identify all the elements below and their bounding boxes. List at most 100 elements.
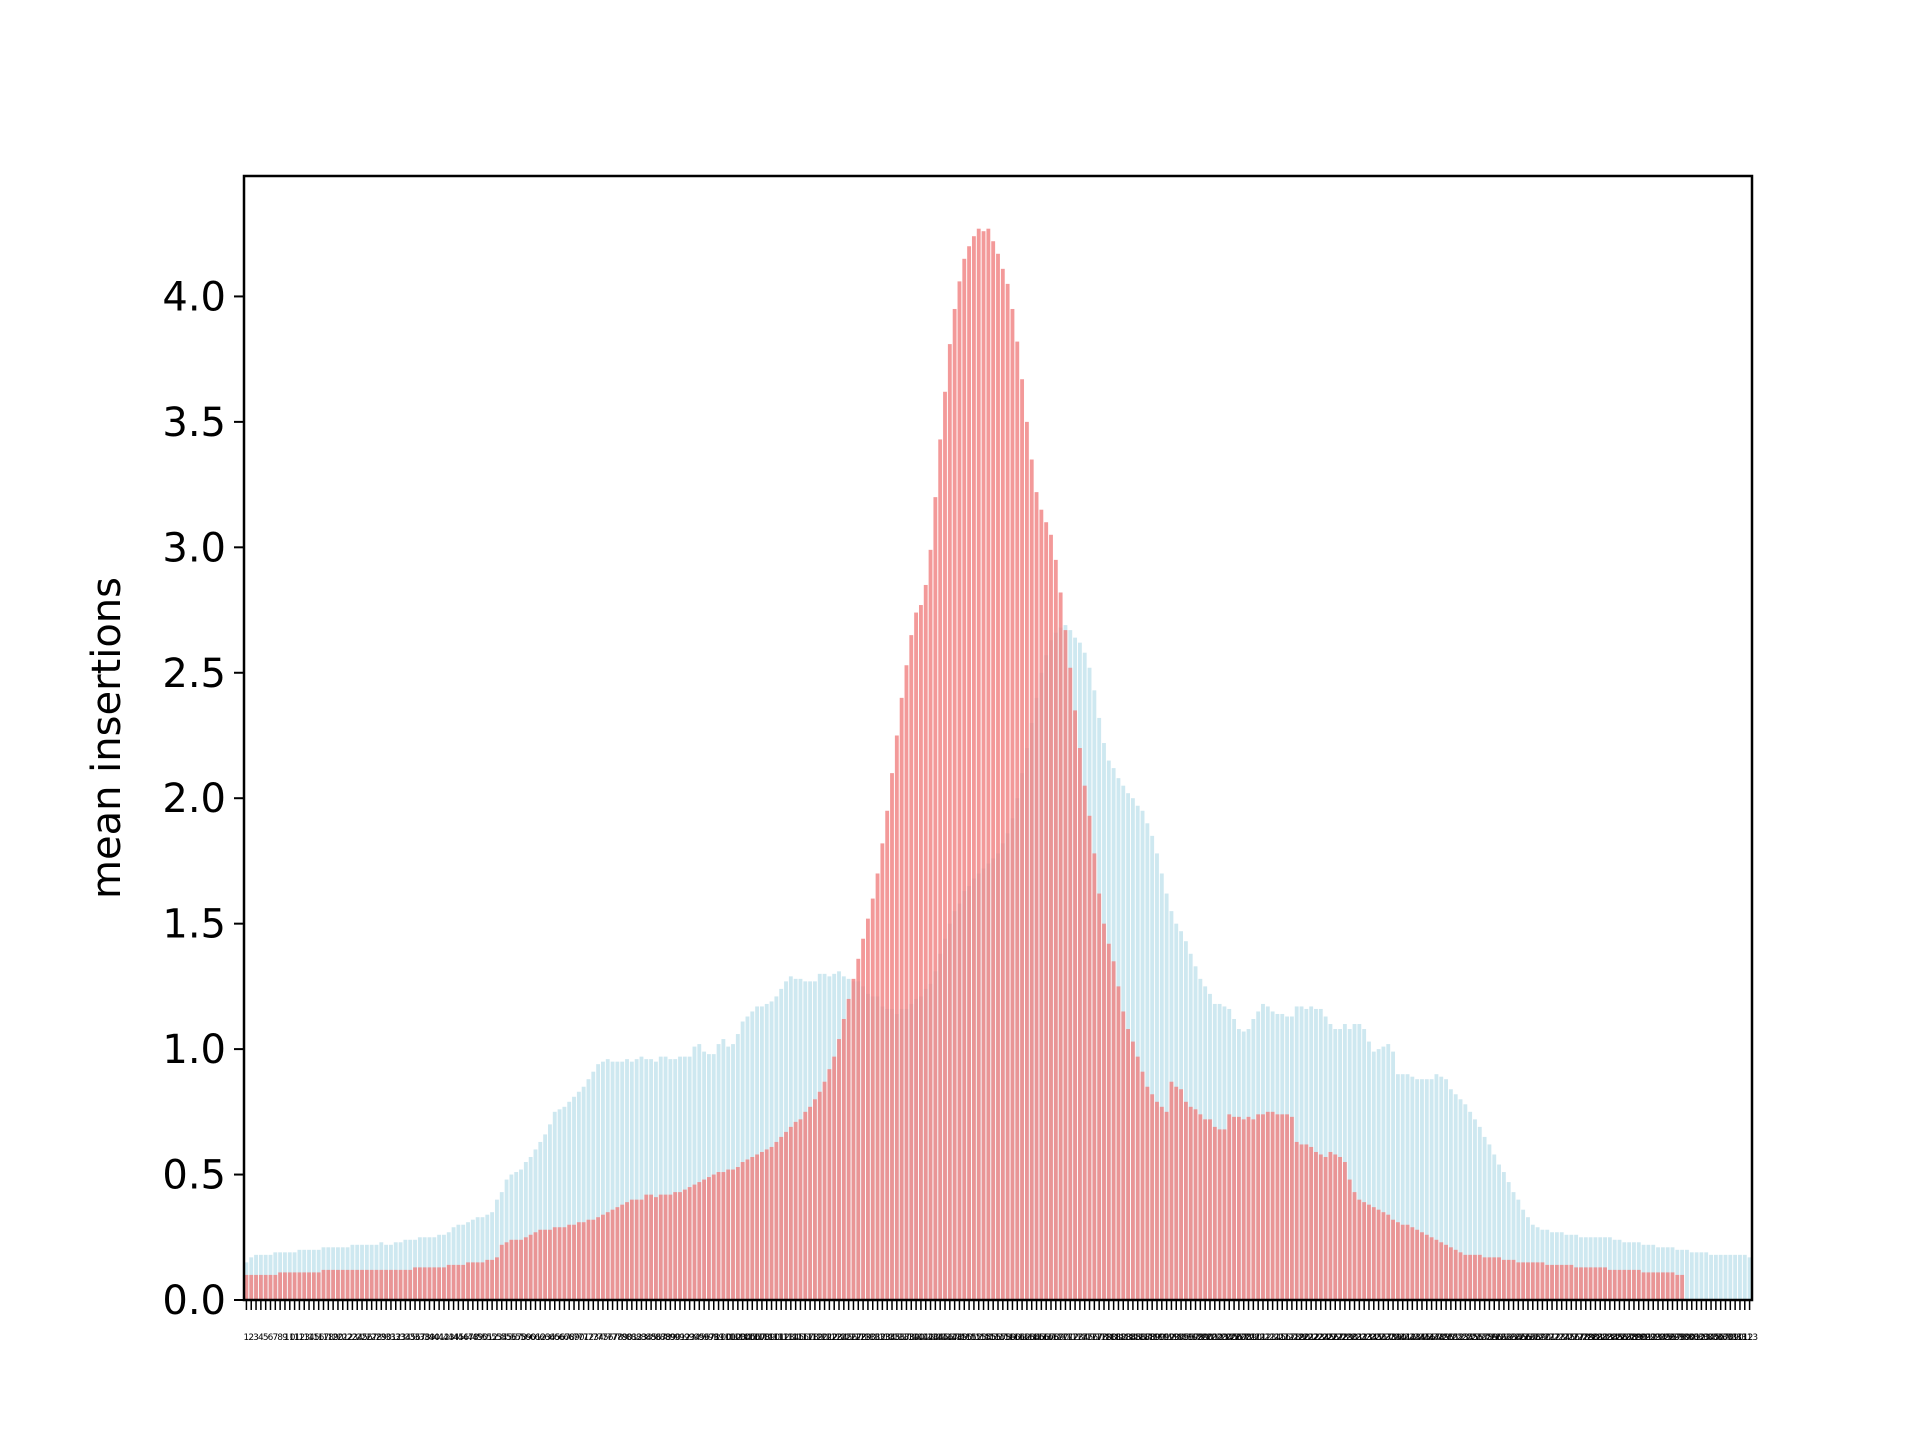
bar — [1164, 893, 1169, 1300]
bar — [1179, 1089, 1183, 1300]
bar — [485, 1214, 490, 1300]
x-tick-label: 28 — [371, 1333, 383, 1343]
x-tick-label: 270 — [1534, 1333, 1551, 1343]
bar — [1203, 1119, 1208, 1300]
bar — [629, 1199, 634, 1300]
bar — [1073, 710, 1078, 1300]
bar — [865, 918, 870, 1300]
bar — [976, 228, 981, 1301]
x-tick-label: 162 — [1013, 1333, 1030, 1343]
x-tick-label: 80 — [621, 1333, 633, 1343]
bar — [297, 1272, 302, 1300]
bar — [1521, 1262, 1526, 1300]
x-tick-label: 133 — [874, 1333, 891, 1343]
x-tick-label: 161 — [1009, 1333, 1026, 1343]
x-tick-label: 145 — [932, 1333, 949, 1343]
bar — [480, 1217, 485, 1300]
bar — [682, 1189, 687, 1300]
x-tick-label: 205 — [1221, 1333, 1238, 1343]
x-tick-label: 60 — [525, 1333, 537, 1343]
bar — [292, 1272, 297, 1300]
x-tick-label: 216 — [1274, 1333, 1291, 1343]
bar — [1376, 1049, 1381, 1300]
x-tick-label: 37 — [414, 1333, 425, 1343]
bar — [1376, 1209, 1381, 1300]
bar — [249, 1274, 254, 1300]
bar — [1545, 1229, 1550, 1300]
bar — [1357, 1199, 1362, 1300]
x-tick-label: 188 — [1139, 1333, 1156, 1343]
x-tick-label: 141 — [912, 1333, 929, 1343]
x-tick-label: 280 — [1582, 1333, 1599, 1343]
bar — [702, 1179, 707, 1300]
x-tick-label: 55 — [501, 1333, 512, 1343]
bar — [340, 1269, 345, 1300]
bar — [692, 1046, 697, 1300]
bar — [591, 1219, 596, 1300]
x-tick-label: 159 — [999, 1333, 1016, 1343]
bar — [1068, 667, 1073, 1300]
bar — [538, 1229, 543, 1300]
x-tick-label: 150 — [956, 1333, 973, 1343]
bar — [793, 1121, 798, 1300]
bar — [938, 439, 943, 1300]
x-tick-label: 90 — [669, 1333, 681, 1343]
bar — [1159, 1106, 1164, 1300]
bar — [1236, 1116, 1241, 1300]
x-tick-label: 222 — [1303, 1333, 1320, 1343]
bar — [1723, 1254, 1728, 1300]
x-tick-label: 177 — [1086, 1333, 1103, 1343]
bar — [1082, 785, 1087, 1300]
bar — [1636, 1269, 1641, 1300]
bar — [1458, 1252, 1463, 1300]
bar — [576, 1091, 581, 1300]
x-tick-label: 223 — [1307, 1333, 1324, 1343]
bar — [654, 1061, 658, 1300]
bar — [1569, 1264, 1574, 1301]
x-tick-label: 115 — [787, 1333, 804, 1343]
bar — [817, 1091, 822, 1300]
x-tick-label: 64 — [544, 1333, 556, 1343]
x-tick-label: 144 — [927, 1333, 944, 1343]
bar — [1106, 943, 1111, 1300]
x-tick-label: 206 — [1225, 1333, 1242, 1343]
bar — [1044, 522, 1049, 1300]
x-tick-label: 106 — [744, 1333, 761, 1343]
bar — [562, 1106, 567, 1300]
x-tick-label: 82 — [631, 1333, 642, 1343]
x-tick-label: 31 — [385, 1333, 396, 1343]
bar — [461, 1224, 466, 1300]
bars-layer — [244, 228, 1752, 1301]
bar — [1603, 1267, 1607, 1300]
x-tick-label: 295 — [1654, 1333, 1671, 1343]
x-tick-label: 208 — [1235, 1333, 1252, 1343]
bar — [634, 1059, 639, 1300]
bar — [1473, 1254, 1477, 1300]
bar — [1130, 1041, 1135, 1300]
x-tick-label: 256 — [1466, 1333, 1483, 1343]
x-tick-label: 83 — [636, 1333, 647, 1343]
bar — [278, 1272, 283, 1300]
bar — [1453, 1094, 1458, 1300]
bar — [379, 1269, 384, 1300]
x-tick-label: 291 — [1635, 1333, 1652, 1343]
bar — [894, 735, 899, 1300]
bar — [408, 1269, 413, 1300]
bar — [1087, 815, 1092, 1300]
bar — [947, 344, 952, 1301]
x-tick-label: 261 — [1490, 1333, 1507, 1343]
x-tick-label: 102 — [724, 1333, 741, 1343]
bar — [572, 1096, 576, 1300]
bar — [1497, 1164, 1501, 1300]
bar — [1463, 1254, 1468, 1300]
bar — [509, 1174, 514, 1300]
bar — [1685, 1249, 1689, 1300]
bar — [1198, 1114, 1203, 1300]
bar — [1285, 1114, 1289, 1300]
x-tick-label: 88 — [660, 1333, 672, 1343]
x-tick-label: 110 — [763, 1333, 780, 1343]
x-tick-label: 168 — [1042, 1333, 1059, 1343]
x-tick-label: 157 — [989, 1333, 1006, 1343]
bar — [644, 1059, 649, 1300]
